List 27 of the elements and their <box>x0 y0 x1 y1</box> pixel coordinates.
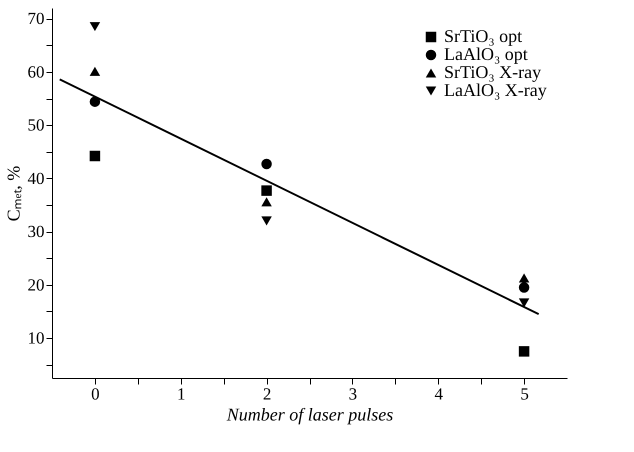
y-tick-label: 20 <box>28 275 44 294</box>
y-tick-label: 30 <box>28 222 44 242</box>
point <box>518 273 530 282</box>
x-tick-label: 0 <box>91 384 100 404</box>
point <box>261 185 272 196</box>
point <box>261 158 272 170</box>
point <box>518 346 530 357</box>
point <box>90 150 100 162</box>
point <box>90 66 100 76</box>
y-tick-label: 60 <box>28 62 44 82</box>
x-tick-label: 2 <box>262 384 272 404</box>
x-tick-label: 3 <box>348 384 358 404</box>
y-tick-label: 10 <box>28 328 44 348</box>
x-axis-title: Number of laser pulses <box>226 404 394 424</box>
point <box>261 216 272 226</box>
x-tick-label: 5 <box>520 384 529 404</box>
y-tick-label: 50 <box>28 116 44 135</box>
legend-label: SrTiO₃ opt <box>444 26 522 46</box>
x-tick-label: 4 <box>434 384 444 404</box>
point <box>518 298 530 308</box>
point <box>261 197 272 206</box>
point <box>90 22 100 32</box>
y-tick-label: 70 <box>28 9 44 28</box>
point <box>518 282 530 293</box>
x-tick-label: 1 <box>177 384 186 404</box>
y-axis-title: Cₘₑₜ, % <box>4 166 24 222</box>
y-tick-label: 40 <box>28 168 44 188</box>
